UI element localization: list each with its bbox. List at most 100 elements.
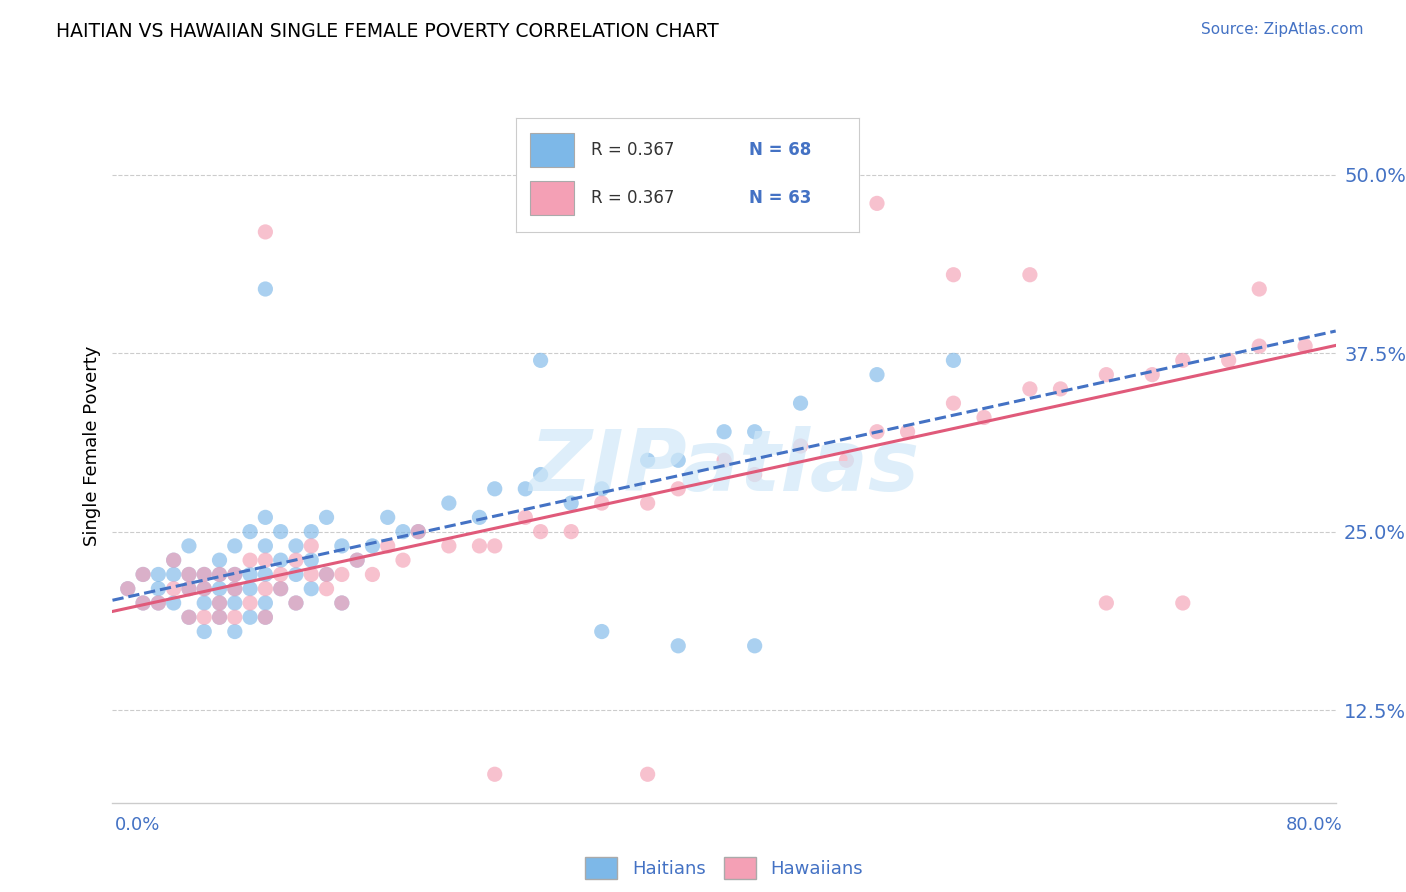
Point bbox=[239, 524, 262, 539]
Point bbox=[1218, 353, 1240, 368]
Point bbox=[637, 767, 659, 781]
Point bbox=[744, 467, 766, 482]
Point bbox=[299, 567, 322, 582]
Point bbox=[132, 567, 155, 582]
Point bbox=[148, 582, 170, 596]
Point bbox=[515, 510, 537, 524]
Point bbox=[254, 282, 277, 296]
Point bbox=[591, 624, 613, 639]
Point bbox=[377, 510, 399, 524]
Point bbox=[117, 582, 139, 596]
Point bbox=[284, 567, 308, 582]
Point bbox=[148, 596, 170, 610]
Point bbox=[193, 624, 215, 639]
Point bbox=[866, 425, 889, 439]
Point bbox=[208, 596, 231, 610]
Point bbox=[330, 539, 353, 553]
Point bbox=[484, 482, 506, 496]
Point bbox=[208, 567, 231, 582]
Point bbox=[163, 567, 186, 582]
Point bbox=[530, 353, 553, 368]
Point bbox=[346, 553, 368, 567]
Point bbox=[208, 582, 231, 596]
Text: Source: ZipAtlas.com: Source: ZipAtlas.com bbox=[1201, 22, 1364, 37]
Point bbox=[163, 582, 186, 596]
Point bbox=[239, 610, 262, 624]
Point bbox=[270, 567, 292, 582]
Point bbox=[299, 553, 322, 567]
Point bbox=[193, 610, 215, 624]
Text: ZIPatlas: ZIPatlas bbox=[529, 425, 920, 509]
Point bbox=[713, 453, 735, 467]
Point bbox=[835, 453, 858, 467]
Point bbox=[163, 553, 186, 567]
Text: 0.0%: 0.0% bbox=[115, 816, 160, 834]
Point bbox=[224, 567, 246, 582]
Point bbox=[254, 553, 277, 567]
Point bbox=[148, 596, 170, 610]
Point bbox=[239, 553, 262, 567]
Point bbox=[193, 567, 215, 582]
Point bbox=[254, 539, 277, 553]
Point bbox=[254, 596, 277, 610]
Point bbox=[637, 496, 659, 510]
Point bbox=[224, 567, 246, 582]
Point bbox=[942, 396, 965, 410]
Point bbox=[330, 596, 353, 610]
Point bbox=[315, 567, 337, 582]
Point bbox=[239, 582, 262, 596]
Point bbox=[1249, 282, 1271, 296]
Point bbox=[208, 610, 231, 624]
Point bbox=[789, 396, 811, 410]
Point bbox=[744, 425, 766, 439]
Point bbox=[148, 567, 170, 582]
Point bbox=[284, 596, 308, 610]
Point bbox=[560, 496, 582, 510]
Point bbox=[193, 567, 215, 582]
Point bbox=[942, 268, 965, 282]
Point bbox=[193, 582, 215, 596]
Point bbox=[942, 353, 965, 368]
Point bbox=[315, 510, 337, 524]
Point bbox=[666, 639, 689, 653]
Point bbox=[1142, 368, 1164, 382]
Point bbox=[666, 453, 689, 467]
Point bbox=[224, 582, 246, 596]
Point bbox=[392, 553, 415, 567]
Point bbox=[270, 553, 292, 567]
Point bbox=[408, 524, 430, 539]
Point bbox=[270, 582, 292, 596]
Point bbox=[866, 368, 889, 382]
Point bbox=[560, 524, 582, 539]
Point bbox=[591, 482, 613, 496]
Point bbox=[208, 610, 231, 624]
Point bbox=[377, 539, 399, 553]
Legend: Haitians, Hawaiians: Haitians, Hawaiians bbox=[578, 850, 870, 887]
Point bbox=[224, 582, 246, 596]
Point bbox=[1249, 339, 1271, 353]
Point bbox=[789, 439, 811, 453]
Point bbox=[239, 567, 262, 582]
Point bbox=[1294, 339, 1316, 353]
Point bbox=[468, 510, 491, 524]
Point bbox=[1018, 382, 1040, 396]
Point bbox=[468, 539, 491, 553]
Point bbox=[530, 467, 553, 482]
Point bbox=[284, 596, 308, 610]
Point bbox=[299, 582, 322, 596]
Point bbox=[254, 610, 277, 624]
Point bbox=[866, 196, 889, 211]
Point bbox=[330, 596, 353, 610]
Point bbox=[591, 496, 613, 510]
Point bbox=[299, 539, 322, 553]
Point bbox=[132, 596, 155, 610]
Text: 80.0%: 80.0% bbox=[1286, 816, 1343, 834]
Point bbox=[132, 596, 155, 610]
Point bbox=[117, 582, 139, 596]
Point bbox=[637, 453, 659, 467]
Point bbox=[208, 567, 231, 582]
Point bbox=[177, 567, 200, 582]
Point bbox=[224, 624, 246, 639]
Point bbox=[284, 539, 308, 553]
Point bbox=[1095, 596, 1118, 610]
